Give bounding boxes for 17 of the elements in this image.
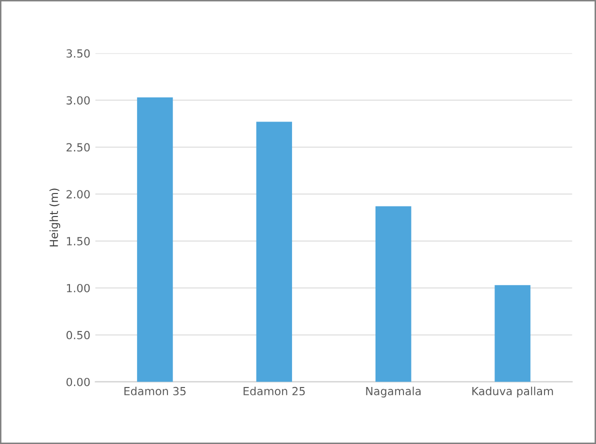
y-tick-label: 3.50: [66, 49, 90, 58]
x-tick-label: Kaduva pallam: [472, 386, 553, 398]
y-tick-label: 0.50: [66, 330, 90, 340]
y-tick-label: 3.00: [66, 96, 90, 105]
y-axis-title: Height (m): [49, 188, 60, 246]
y-tick-label: 1.50: [66, 237, 90, 246]
y-tick-label: 0.00: [66, 378, 90, 386]
x-tick-label: Nagamala: [366, 386, 421, 398]
bar: [256, 122, 292, 382]
x-tick-label: Edamon 25: [244, 386, 305, 396]
bar: [137, 97, 173, 382]
bar: [494, 285, 530, 382]
bar: [375, 206, 412, 382]
x-tick-label: Edamon 35: [124, 386, 186, 396]
y-tick-label: 2.00: [66, 190, 90, 198]
y-tick-label: 1.00: [66, 284, 90, 292]
y-tick-label: 2.50: [66, 143, 90, 152]
